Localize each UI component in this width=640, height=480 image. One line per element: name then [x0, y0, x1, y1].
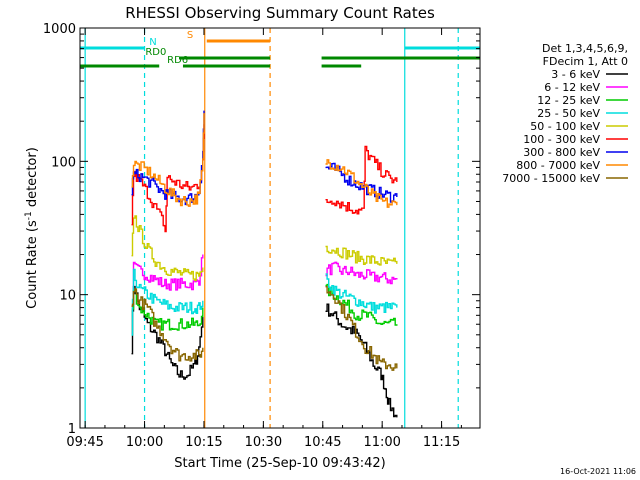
legend: Det 1,3,4,5,6,9,FDecim 1, Att 03 - 6 keV… [502, 42, 628, 185]
x-tick-label-2: 10:15 [185, 435, 222, 450]
x-tick-label-4: 10:45 [304, 435, 341, 450]
legend-label-0: 3 - 6 keV [551, 68, 600, 81]
series-line-0-seg-1 [325, 303, 398, 418]
legend-label-5: 100 - 300 keV [523, 133, 600, 146]
chart-title: RHESSI Observing Summary Count Rates [125, 4, 435, 22]
y-axis-label: Count Rate (s-1 detector) [24, 147, 40, 309]
x-axis-label: Start Time (25-Sep-10 09:43:42) [174, 456, 385, 471]
legend-label-3: 25 - 50 keV [537, 107, 600, 120]
x-tick-label-5: 11:00 [363, 435, 400, 450]
series-line-1-seg-1 [325, 261, 398, 285]
timestamp-label: 16-Oct-2021 11:06 [560, 467, 636, 476]
x-tick-label-3: 10:30 [245, 435, 282, 450]
y-tick-label-0: 1 [68, 422, 76, 437]
x-tick-label-1: 10:00 [126, 435, 163, 450]
legend-header-0: Det 1,3,4,5,6,9, [542, 42, 628, 55]
legend-label-4: 50 - 100 keV [530, 120, 600, 133]
series-line-5-seg-0 [131, 124, 205, 233]
series-line-7-seg-0 [131, 113, 205, 207]
x-tick-label-6: 11:15 [423, 435, 460, 450]
legend-label-1: 6 - 12 keV [544, 81, 600, 94]
series-line-2-seg-0 [131, 290, 204, 336]
x-tick-label-0: 09:45 [66, 435, 103, 450]
series-line-8-seg-0 [131, 288, 204, 362]
y-tick-label-2: 100 [51, 155, 76, 170]
series-line-2-seg-1 [325, 283, 398, 326]
series-line-4-seg-0 [131, 215, 204, 282]
legend-label-2: 12 - 25 keV [537, 94, 600, 107]
legend-label-8: 7000 - 15000 keV [502, 172, 600, 185]
state-label-n: N [149, 37, 156, 48]
legend-label-6: 300 - 800 keV [523, 146, 600, 159]
series-line-1-seg-0 [131, 254, 204, 335]
series-line-4-seg-1 [325, 245, 398, 266]
legend-label-7: 800 - 7000 keV [516, 159, 600, 172]
y-tick-label-1: 10 [59, 289, 76, 304]
y-tick-label-3: 1000 [43, 22, 76, 37]
series-line-6-seg-0 [131, 110, 205, 206]
state-label-s: S [187, 30, 193, 41]
series-line-8-seg-1 [325, 286, 398, 371]
series-line-3-seg-1 [325, 273, 398, 314]
plot-frame [79, 27, 481, 429]
series-line-5-seg-1 [325, 145, 398, 215]
series-line-7-seg-1 [325, 159, 398, 208]
state-label-rd6: RD6 [167, 55, 188, 66]
state-label-rd0: RD0 [145, 47, 166, 58]
series-line-3-seg-0 [131, 268, 204, 336]
legend-header-1: FDecim 1, Att 0 [543, 55, 628, 68]
